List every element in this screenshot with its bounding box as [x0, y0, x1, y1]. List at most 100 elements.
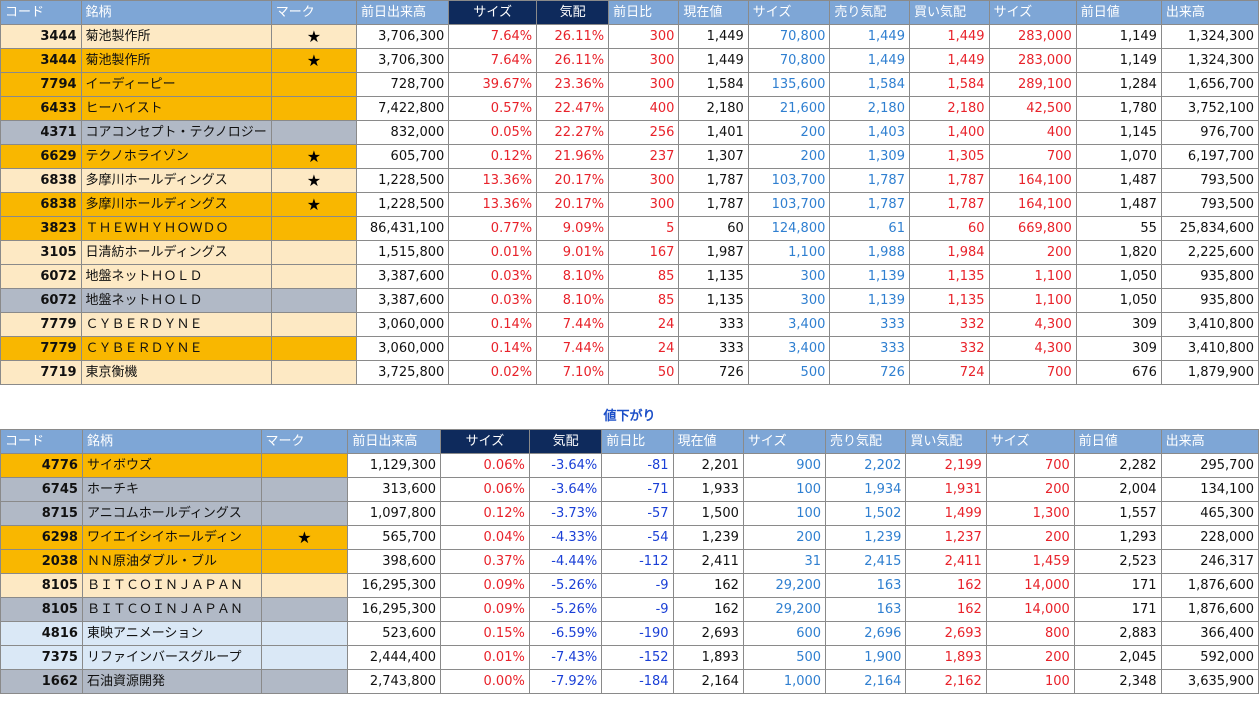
bid-price-cell: 724 — [908, 360, 990, 385]
column-header-mark[interactable]: マーク — [260, 429, 349, 454]
size-pct-cell: 0.12% — [440, 501, 530, 526]
volume-cell: 25,834,600 — [1160, 216, 1259, 241]
stock-name-cell: ＣＹＢＥＲＤＹＮＥ — [80, 312, 272, 337]
star-mark-icon — [270, 72, 357, 97]
column-header-price[interactable]: 現在値 — [678, 0, 749, 25]
ask-size-cell: 14,000 — [985, 597, 1075, 622]
column-header-bid-size[interactable]: サイズ — [742, 429, 827, 454]
table-row[interactable]: 7375 リファインバースグループ 2,444,400 0.01% -7.43% -152… — [0, 645, 1259, 670]
column-header-size-pct[interactable]: サイズ — [440, 429, 530, 454]
table-row[interactable]: 6838 多摩川ホールディングス ★ 1,228,500 13.36% 20.17% 300… — [0, 192, 1259, 217]
column-header-prev-close[interactable]: 前日値 — [1075, 0, 1162, 25]
volume-cell: 366,400 — [1160, 621, 1259, 646]
column-header-quote-pct[interactable]: 気配 — [528, 429, 603, 454]
stock-code-cell: 6072 — [0, 264, 82, 289]
table-row[interactable]: 6072 地盤ネットＨＯＬＤ 3,387,600 0.03% 8.10% 85 1,135 3… — [0, 264, 1259, 289]
prev-volume-cell: 605,700 — [355, 144, 450, 169]
stock-code-cell: 7779 — [0, 312, 82, 337]
table-row[interactable]: 8105 ＢＩＴＣＯＩＮＪＡＰＡＮ 16,295,300 0.09% -5.26% -9 1… — [0, 573, 1259, 598]
bid-size-cell: 300 — [747, 264, 831, 289]
table-row[interactable]: 6745 ホーチキ 313,600 0.06% -3.64% -71 1,933 100 1,9… — [0, 477, 1259, 502]
column-header-code[interactable]: コード — [0, 429, 83, 454]
prev-volume-cell: 398,600 — [347, 549, 442, 574]
column-header-name[interactable]: 銘柄 — [80, 0, 272, 25]
column-header-volume[interactable]: 出来高 — [1160, 0, 1259, 25]
column-header-prev-volume[interactable]: 前日出来高 — [347, 429, 442, 454]
quote-pct-cell: 26.11% — [536, 24, 610, 49]
price-cell: 1,933 — [672, 477, 744, 502]
volume-cell: 228,000 — [1160, 525, 1259, 550]
prev-volume-cell: 3,387,600 — [355, 288, 450, 313]
table-row[interactable]: 6629 テクノホライゾン ★ 605,700 0.12% 21.96% 237 1,307 2… — [0, 144, 1259, 169]
bid-size-cell: 100 — [742, 477, 827, 502]
column-header-change[interactable]: 前日比 — [601, 429, 674, 454]
ask-size-cell: 42,500 — [988, 96, 1077, 121]
volume-cell: 3,752,100 — [1160, 96, 1259, 121]
change-cell: 300 — [608, 192, 680, 217]
column-header-price[interactable]: 現在値 — [672, 429, 744, 454]
size-pct-cell: 0.02% — [448, 360, 538, 385]
bid-size-cell: 29,200 — [742, 597, 827, 622]
column-header-ask-price[interactable]: 売り気配 — [829, 0, 910, 25]
table-row[interactable]: 8105 ＢＩＴＣＯＩＮＪＡＰＡＮ 16,295,300 0.09% -5.26% -9 1… — [0, 597, 1259, 622]
quote-pct-cell: 7.10% — [536, 360, 610, 385]
quote-pct-cell: -4.44% — [528, 549, 603, 574]
column-header-bid-size[interactable]: サイズ — [747, 0, 831, 25]
ask-price-cell: 1,139 — [829, 264, 910, 289]
change-cell: 300 — [608, 48, 680, 73]
star-mark-icon — [260, 573, 349, 598]
column-header-ask-price[interactable]: 売り気配 — [825, 429, 907, 454]
table-row[interactable]: 6838 多摩川ホールディングス ★ 1,228,500 13.36% 20.17% 300… — [0, 168, 1259, 193]
price-cell: 1,449 — [678, 48, 749, 73]
price-cell: 162 — [672, 573, 744, 598]
bid-size-cell: 103,700 — [747, 168, 831, 193]
table-row[interactable]: 6072 地盤ネットＨＯＬＤ 3,387,600 0.03% 8.10% 85 1,135 3… — [0, 288, 1259, 313]
stock-name-cell: ＴＨＥＷＨＹＨＯＷＤＯ — [80, 216, 272, 241]
prev-volume-cell: 1,228,500 — [355, 192, 450, 217]
table-row[interactable]: 3444 菊池製作所 ★ 3,706,300 7.64% 26.11% 300 1,449 70… — [0, 24, 1259, 49]
table-row[interactable]: 8715 アニコムホールディングス 1,097,800 0.12% -3.73% -57 1… — [0, 501, 1259, 526]
table-row[interactable]: 7779 ＣＹＢＥＲＤＹＮＥ 3,060,000 0.14% 7.44% 24 333 3,4… — [0, 312, 1259, 337]
table-row[interactable]: 6298 ワイエイシイホールディン ★ 565,700 0.04% -4.33% -54 1,… — [0, 525, 1259, 550]
column-header-quote-pct[interactable]: 気配 — [536, 0, 610, 25]
column-header-ask-size[interactable]: サイズ — [988, 0, 1077, 25]
bid-size-cell: 100 — [742, 501, 827, 526]
star-mark-icon — [270, 312, 357, 337]
volume-cell: 793,500 — [1160, 168, 1259, 193]
table-row[interactable]: 7779 ＣＹＢＥＲＤＹＮＥ 3,060,000 0.14% 7.44% 24 333 3,4… — [0, 336, 1259, 361]
table-row[interactable]: 2038 ＮＮ原油ダブル・ブル 398,600 0.37% -4.44% -112 2,41… — [0, 549, 1259, 574]
table-row[interactable]: 6433 ヒーハイスト 7,422,800 0.57% 22.47% 400 2,180 21… — [0, 96, 1259, 121]
column-header-bid-price[interactable]: 買い気配 — [908, 0, 990, 25]
column-header-change[interactable]: 前日比 — [608, 0, 680, 25]
table-row[interactable]: 4776 サイボウズ 1,129,300 0.06% -3.64% -81 2,201 900… — [0, 453, 1259, 478]
table-row[interactable]: 1662 石油資源開発 2,743,800 0.00% -7.92% -184 2,164 1… — [0, 669, 1259, 694]
quote-pct-cell: 9.01% — [536, 240, 610, 265]
column-header-volume[interactable]: 出来高 — [1160, 429, 1259, 454]
prev-volume-cell: 86,431,100 — [355, 216, 450, 241]
stock-code-cell: 7375 — [0, 645, 83, 670]
column-header-ask-size[interactable]: サイズ — [985, 429, 1075, 454]
column-header-name[interactable]: 銘柄 — [81, 429, 262, 454]
table-row[interactable]: 7794 イーディーピー 728,700 39.67% 23.36% 300 1,584 13… — [0, 72, 1259, 97]
table-row[interactable]: 4371 コアコンセプト・テクノロジー 832,000 0.05% 22.27% 256 1… — [0, 120, 1259, 145]
ask-size-cell: 283,000 — [988, 48, 1077, 73]
stock-code-cell: 6838 — [0, 192, 82, 217]
quote-pct-cell: 8.10% — [536, 264, 610, 289]
column-header-code[interactable]: コード — [0, 0, 82, 25]
quote-pct-cell: 9.09% — [536, 216, 610, 241]
column-header-size-pct[interactable]: サイズ — [448, 0, 538, 25]
stock-code-cell: 3105 — [0, 240, 82, 265]
table-row[interactable]: 3105 日清紡ホールディングス 1,515,800 0.01% 9.01% 167 1,9… — [0, 240, 1259, 265]
column-header-bid-price[interactable]: 買い気配 — [905, 429, 987, 454]
table-row[interactable]: 7719 東京衡機 3,725,800 0.02% 7.10% 50 726 500 726 72… — [0, 360, 1259, 385]
ask-price-cell: 1,787 — [829, 192, 910, 217]
column-header-prev-close[interactable]: 前日値 — [1073, 429, 1162, 454]
star-mark-icon — [270, 240, 357, 265]
size-pct-cell: 0.14% — [448, 312, 538, 337]
column-header-mark[interactable]: マーク — [270, 0, 357, 25]
table-row[interactable]: 3823 ＴＨＥＷＨＹＨＯＷＤＯ 86,431,100 0.77% 9.09% 5 60 12… — [0, 216, 1259, 241]
column-header-prev-volume[interactable]: 前日出来高 — [355, 0, 450, 25]
table-row[interactable]: 4816 東映アニメーション 523,600 0.15% -6.59% -190 2,693… — [0, 621, 1259, 646]
quote-pct-cell: 20.17% — [536, 192, 610, 217]
table-row[interactable]: 3444 菊池製作所 ★ 3,706,300 7.64% 26.11% 300 1,449 70… — [0, 48, 1259, 73]
